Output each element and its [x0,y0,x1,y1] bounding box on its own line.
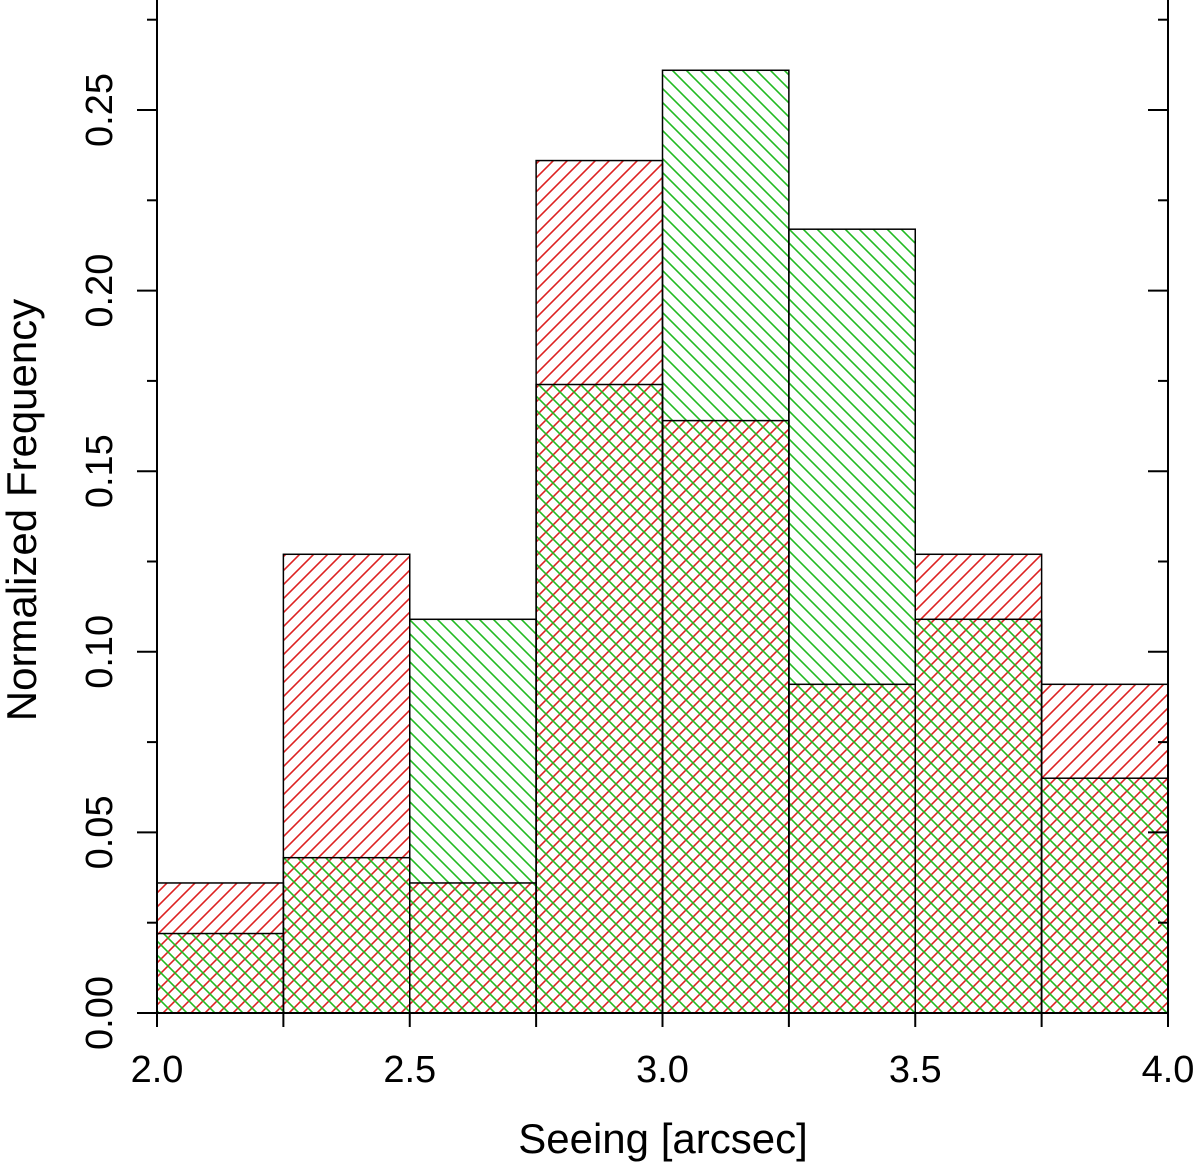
y-tick-label: 0.00 [79,976,121,1050]
x-tick-label: 3.0 [636,1049,689,1091]
bar-green-3 [536,384,663,1014]
x-axis-title: Seeing [arcsec] [518,1115,808,1162]
x-tick-label: 4.0 [1142,1049,1195,1091]
bar-green-5 [788,229,916,1014]
y-tick-label: 0.05 [79,795,121,869]
bar-green-1 [283,857,410,1013]
y-tick-label: 0.20 [79,254,121,328]
x-tick-label: 2.0 [131,1049,184,1091]
bar-green-4 [662,70,789,1013]
y-tick-label: 0.25 [79,73,121,147]
y-tick-label: 0.10 [79,615,121,689]
x-tick-label: 3.5 [889,1049,942,1091]
bar-green-6 [915,619,1042,1013]
x-tick-label: 2.5 [383,1049,436,1091]
bar-green-2 [409,619,537,1013]
bar-green-7 [1041,778,1168,1013]
y-tick-label: 0.15 [79,434,121,508]
y-axis-title: Normalized Frequency [0,299,45,722]
bar-green-0 [157,933,284,1013]
